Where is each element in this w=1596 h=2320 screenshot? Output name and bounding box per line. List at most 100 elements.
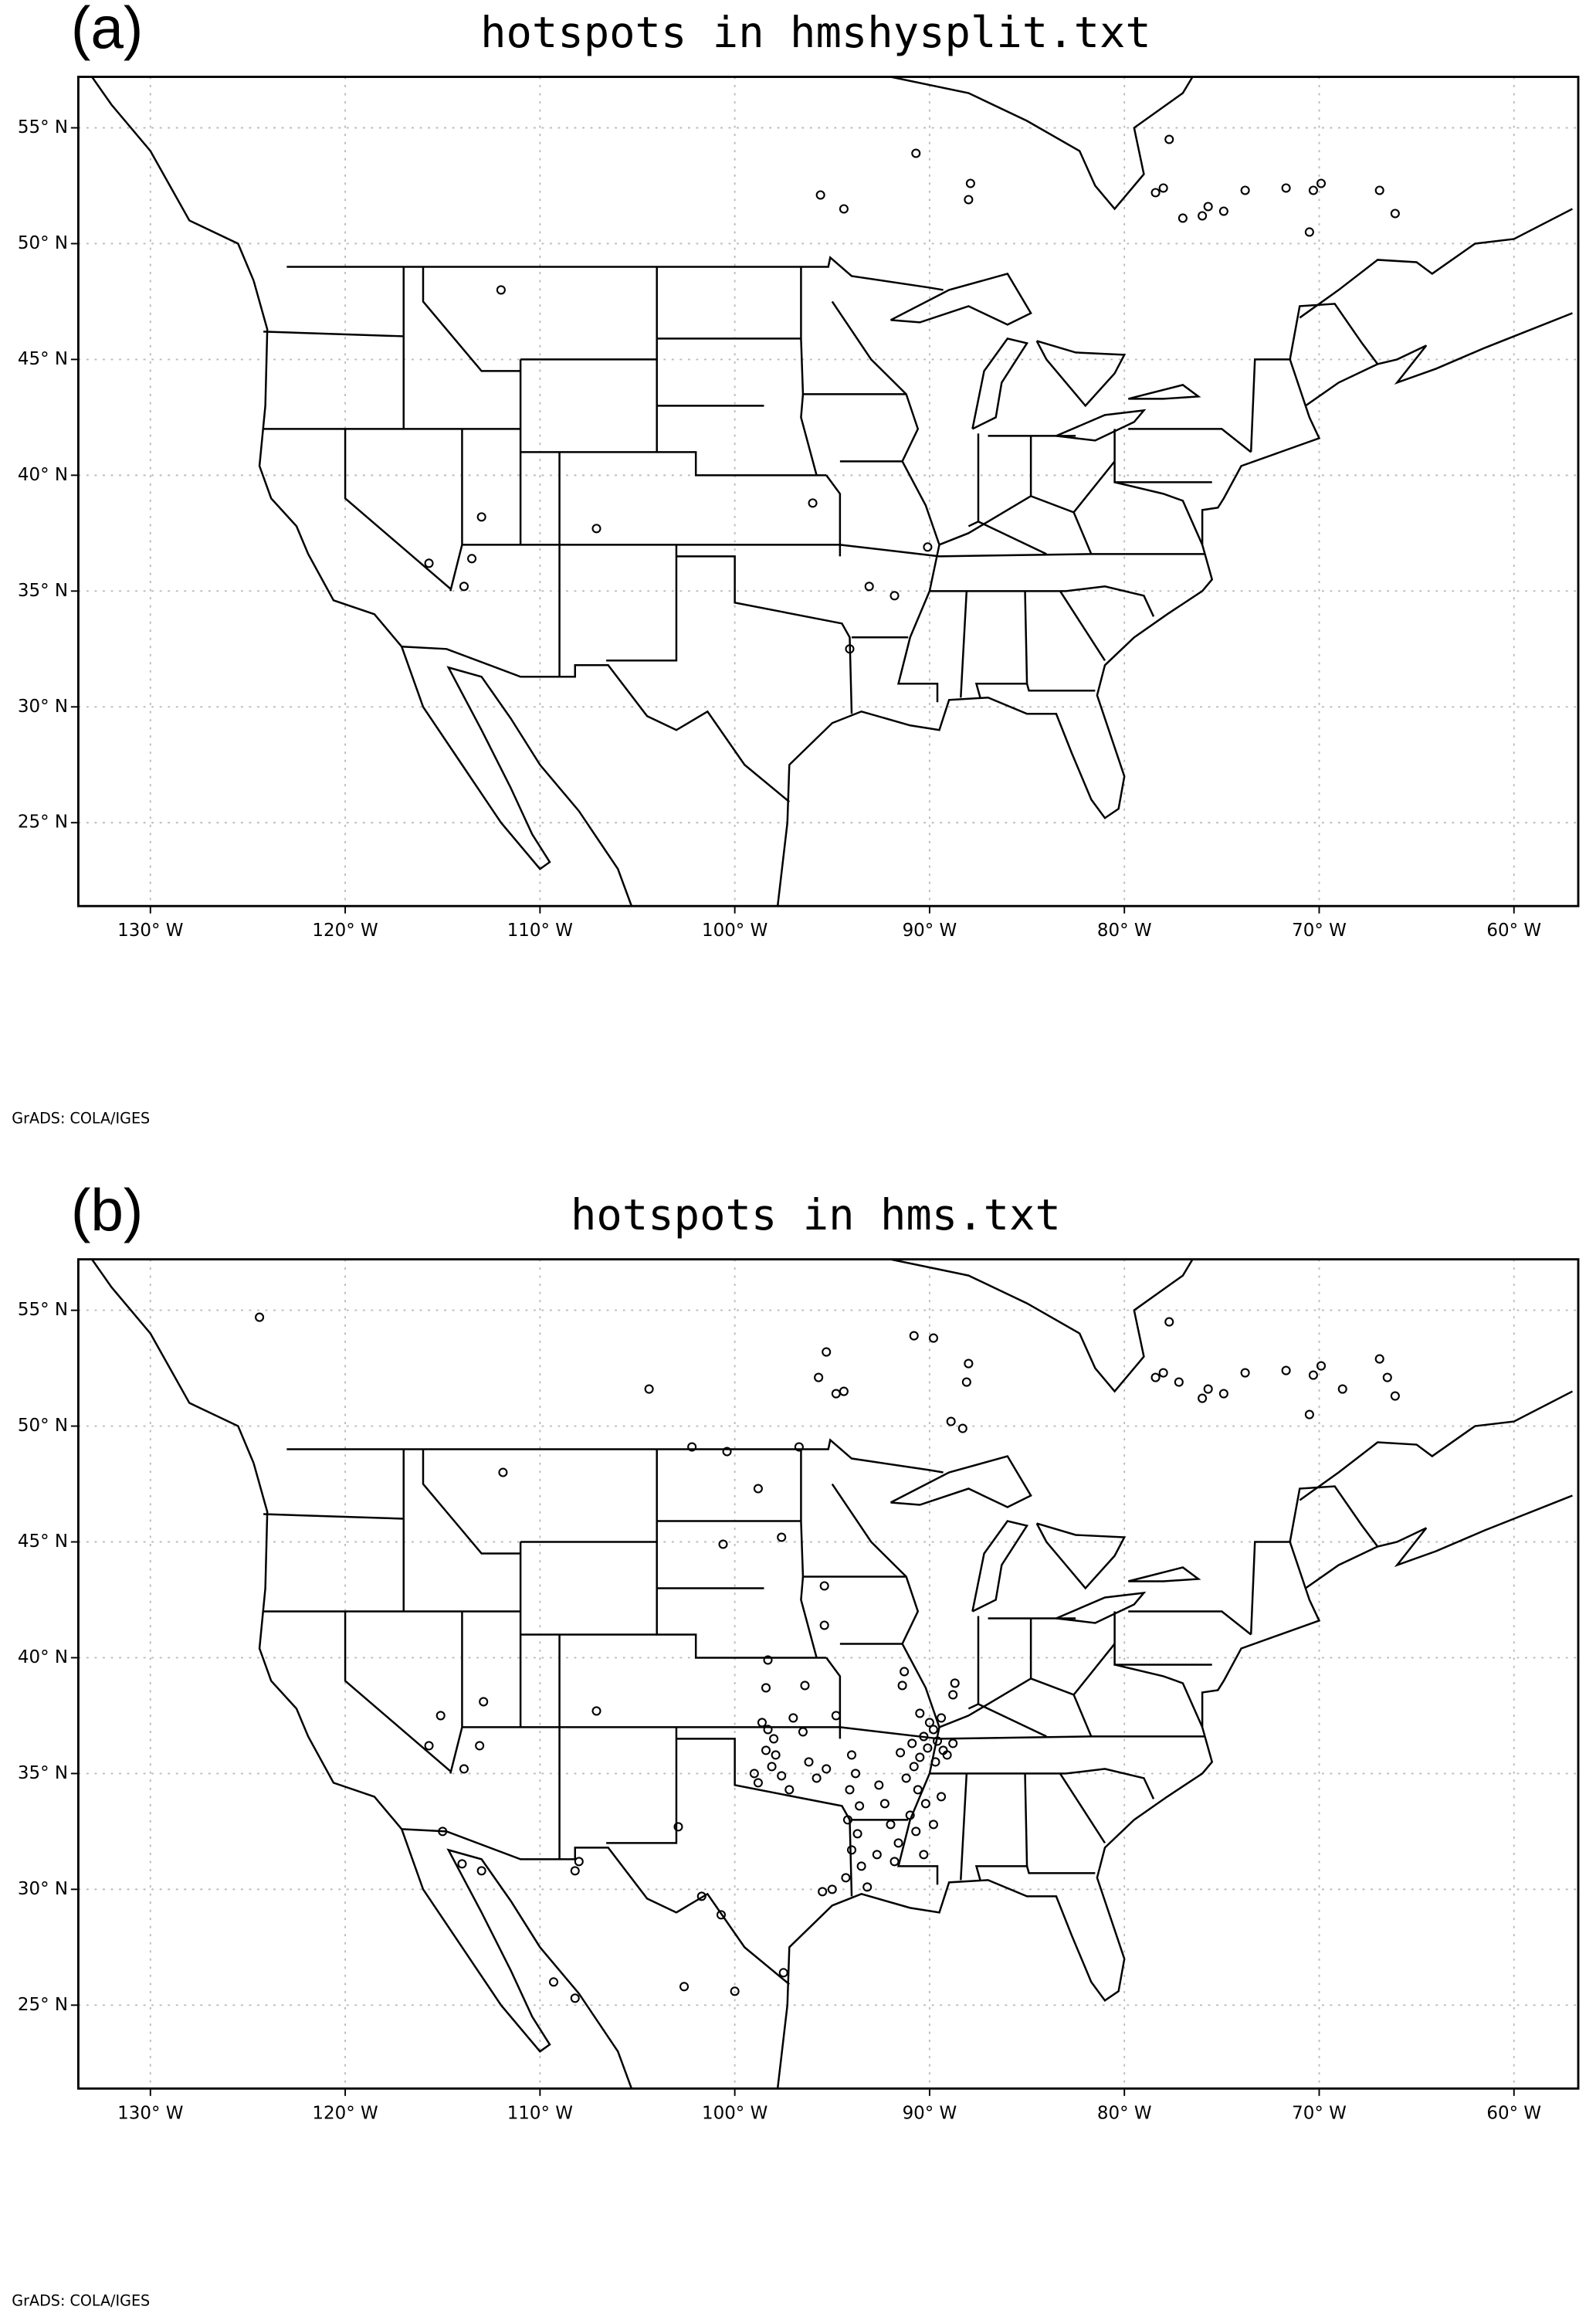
hotspot [1150,1372,1161,1382]
hotspot [475,1741,485,1751]
boundary-line [1114,481,1204,545]
boundary-line [91,76,255,281]
hotspot [928,1333,938,1343]
hotspot [718,1539,728,1549]
hotspot [763,1655,773,1665]
hotspot [591,1706,601,1716]
hotspot [767,1762,777,1772]
boundary-line [422,266,521,372]
x-tick-label: 120° W [312,921,378,941]
hotspot [769,1734,779,1744]
hotspot [778,1968,788,1978]
hotspot [1198,211,1208,221]
x-tick-label: 70° W [1292,2103,1347,2123]
hotspot [814,1372,824,1382]
hotspot [757,1718,767,1728]
boundary-line [1035,1522,1127,1590]
hotspot [644,1384,654,1394]
hotspot [913,1785,923,1795]
boundary-line [286,256,944,291]
hotspot [673,1822,683,1832]
boundary-line [825,474,842,557]
hotspot [1281,1365,1291,1375]
hotspot [879,1799,889,1809]
hotspot [818,1887,828,1897]
boundary-line [890,1259,1194,1393]
hotspot [753,1778,763,1788]
hotspot [874,1780,884,1790]
hotspot [771,1750,781,1760]
boundary-line [1299,208,1574,319]
hotspot [479,1697,489,1707]
boundary-line [1072,511,1093,555]
boundary-line [929,1768,1155,1799]
boundary-line [971,1520,1029,1613]
boundary-line [800,394,818,476]
boundary-line [929,585,1155,617]
x-tick-label: 80° W [1097,2103,1152,2123]
hotspot [1174,1377,1184,1387]
hotspot [716,1910,727,1920]
boundary-line [939,1677,1032,1728]
hotspot [459,1764,469,1774]
x-tick-label: 120° W [312,2103,378,2123]
hotspot [1240,185,1250,195]
hotspot [900,1667,910,1677]
hotspot [467,554,477,564]
map-frame [77,1258,1580,2090]
hotspot [459,582,469,592]
hotspot [856,1861,866,1871]
hotspot [831,1389,841,1399]
panel-label: (b) [71,1178,144,1243]
boundary-line [967,433,980,527]
hotspot [909,1331,919,1341]
hotspot [1158,183,1168,193]
boundary-line [520,1541,827,1659]
x-tick-label: 80° W [1097,921,1152,941]
boundary-line [1025,1866,1096,1874]
hotspot [1308,185,1318,195]
hotspot [889,1857,900,1867]
boundary-line [1030,1643,1116,1696]
hotspot [476,512,486,522]
y-tick-label: 50° N [18,233,68,253]
chart-title: hotspots in hmshysplit.txt [480,8,1151,58]
hotspot [851,1769,861,1779]
y-tick-label: 45° N [18,1531,68,1552]
hotspot [864,582,874,592]
boundary-line [676,555,853,714]
hotspot [777,1532,787,1542]
x-tick-label: 110° W [507,921,573,941]
y-tick-label: 40° N [18,465,68,485]
boundary-line [344,429,452,590]
hotspot [907,1738,917,1748]
boundaries [91,1259,1574,2089]
hotspot [950,1678,960,1688]
y-tick-label: 50° N [18,1416,68,1436]
boundary-line [939,495,1032,546]
hotspot [1304,227,1314,237]
y-tick-label: 30° N [18,1879,68,1899]
hotspot [435,1711,446,1721]
hotspot [424,558,434,568]
y-tick-label: 35° N [18,581,68,601]
boundary-line [1035,340,1127,408]
boundary-line [606,544,678,662]
boundary-line [1030,460,1116,514]
hotspot [822,1347,832,1357]
boundary-line [831,1483,940,1885]
y-tick-label: 55° N [18,1300,68,1320]
x-tick-label: 100° W [702,2103,768,2123]
boundary-line [1299,1390,1574,1501]
hotspot [1218,206,1228,216]
boundary-line [960,1773,968,1881]
boundary-line [831,300,940,703]
hotspot [886,1820,896,1830]
boundary-line [971,337,1029,430]
boundary-line [1289,303,1379,365]
hotspot [896,1748,906,1758]
hotspot [1374,185,1384,195]
hotspot [496,285,506,295]
boundary-line [800,1449,906,1578]
boundary-line [252,1463,633,2089]
